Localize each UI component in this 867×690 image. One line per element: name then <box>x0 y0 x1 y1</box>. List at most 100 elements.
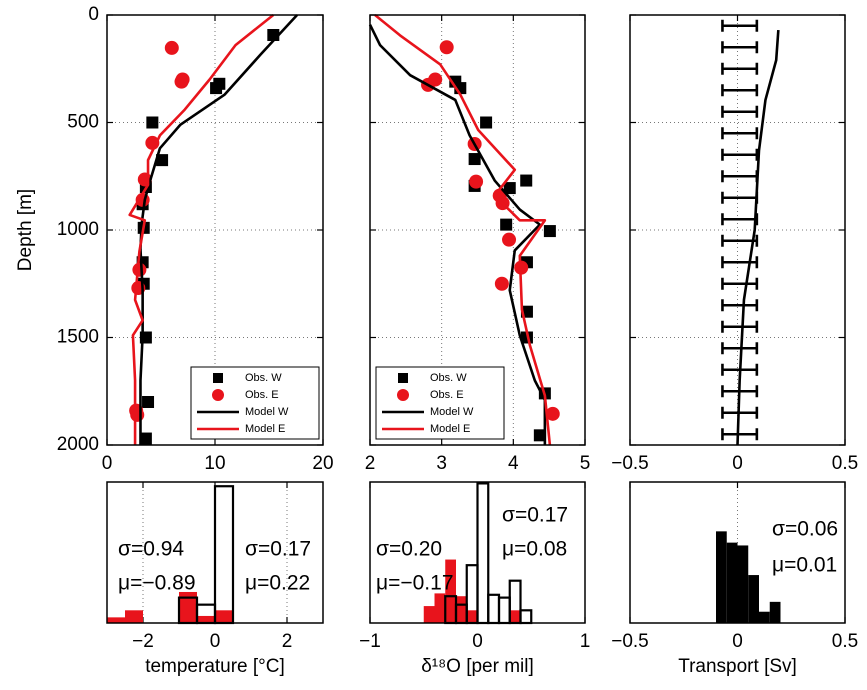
hist-bar <box>487 593 501 625</box>
hist-bar <box>466 610 478 623</box>
obs-circle <box>130 407 145 422</box>
legend-marker <box>398 373 408 383</box>
legend-label: Obs. E <box>245 389 279 401</box>
stats-annotation: σ=0.17 <box>245 538 311 561</box>
panel: −1 0 1 δ¹⁸O [per mil] σ=0.20 μ=−0.17 σ=0.17 μ=0… <box>359 481 591 677</box>
hist-bar <box>107 617 125 623</box>
y-tick-label: 2000 <box>57 434 99 455</box>
obs-circle <box>174 74 189 89</box>
hist-bar <box>456 596 467 623</box>
y-axis-label: Depth [m] <box>15 189 36 271</box>
error-bar <box>721 299 759 312</box>
hist-bar <box>748 575 759 623</box>
axes-frame <box>629 481 846 624</box>
error-bar <box>721 234 759 247</box>
legend: Obs. W Obs. E Model W Model E <box>190 366 320 440</box>
legend-box <box>190 366 320 440</box>
obs-circle <box>164 40 179 55</box>
panel: −0.5 0 0.5 Transport [Sv] σ=0.06 μ=0.01 <box>611 481 858 677</box>
x-tick-label: 0 <box>102 453 113 474</box>
x-tick-label: −0.5 <box>611 631 649 652</box>
stats-annotation: σ=0.94 <box>118 538 184 561</box>
obs-circle <box>502 232 517 247</box>
x-tick-label: 10 <box>204 453 225 474</box>
error-bar <box>721 191 759 204</box>
obs-square <box>533 429 546 442</box>
obs-square <box>500 218 513 231</box>
profile-line <box>736 29 780 446</box>
y-tick-label: 500 <box>67 112 99 133</box>
x-tick-label: 4 <box>508 453 519 474</box>
legend-marker <box>212 389 224 401</box>
x-tick-label: 2 <box>282 631 293 652</box>
stats-annotation: μ=0.01 <box>772 554 837 577</box>
hist-bar <box>434 593 446 623</box>
x-tick-label: −0.5 <box>611 453 649 474</box>
hist-bar <box>213 485 235 625</box>
x-tick-label: 0 <box>472 631 483 652</box>
obs-square <box>156 154 169 167</box>
obs-square <box>146 116 159 129</box>
hist-bar <box>509 610 521 623</box>
error-bar <box>721 105 759 118</box>
legend-label: Obs. W <box>430 372 467 384</box>
legend-label: Obs. E <box>430 389 464 401</box>
hist-bar <box>716 531 727 623</box>
error-bar <box>721 277 759 290</box>
obs-square <box>543 225 556 238</box>
hist-bar <box>423 606 435 623</box>
legend: Obs. W Obs. E Model W Model E <box>375 366 505 440</box>
hist-bar <box>215 610 233 623</box>
x-axis-label: temperature [°C] <box>145 656 285 677</box>
legend-label: Model E <box>430 423 470 435</box>
profile-line <box>368 24 547 445</box>
x-tick-label: 0 <box>210 631 221 652</box>
error-bar <box>721 148 759 161</box>
profile-line <box>374 13 552 446</box>
stats-annotation: σ=0.06 <box>772 518 838 541</box>
x-tick-label: 0.5 <box>832 631 858 652</box>
axes-frame <box>629 14 846 446</box>
profile-line <box>139 14 299 445</box>
obs-square <box>139 432 152 445</box>
axes-frame <box>106 14 324 446</box>
hist-bar <box>476 482 490 625</box>
x-axis-label: δ¹⁸O [per mil] <box>421 656 534 677</box>
x-axis-label: Transport [Sv] <box>678 656 797 677</box>
profile-line <box>128 13 275 445</box>
axes-frame <box>106 481 324 624</box>
legend-label: Model W <box>245 406 289 418</box>
stats-annotation: μ=0.08 <box>502 538 567 561</box>
y-tick-label: 1500 <box>57 327 99 348</box>
obs-circle <box>469 174 484 189</box>
error-bar <box>721 213 759 226</box>
axes-frame <box>369 14 586 446</box>
legend-label: Model E <box>245 423 285 435</box>
error-bar <box>721 406 759 419</box>
axes-frame <box>369 481 586 624</box>
legend-box <box>375 366 505 440</box>
hist-bar <box>769 601 781 623</box>
stats-annotation: μ=−0.17 <box>376 572 454 595</box>
error-bar <box>721 256 759 269</box>
hist-bar <box>759 611 770 623</box>
x-tick-label: 20 <box>312 453 333 474</box>
hist-bar <box>445 559 456 623</box>
error-bar <box>721 320 759 333</box>
legend-marker <box>397 389 409 401</box>
obs-circle <box>494 276 509 291</box>
x-tick-label: 5 <box>580 453 591 474</box>
hist-bar <box>737 545 749 623</box>
x-tick-label: −1 <box>359 631 381 652</box>
obs-square <box>142 396 155 408</box>
obs-square <box>503 182 516 195</box>
hist-bar <box>179 591 197 623</box>
x-tick-label: 1 <box>580 631 591 652</box>
hist-bar <box>519 609 533 625</box>
error-bar <box>721 342 759 355</box>
stats-annotation: σ=0.20 <box>376 538 442 561</box>
x-tick-label: 3 <box>436 453 447 474</box>
panel: −2 0 2 temperature [°C] σ=0.94 μ=−0.89 σ=0.17 μ… <box>106 481 324 677</box>
